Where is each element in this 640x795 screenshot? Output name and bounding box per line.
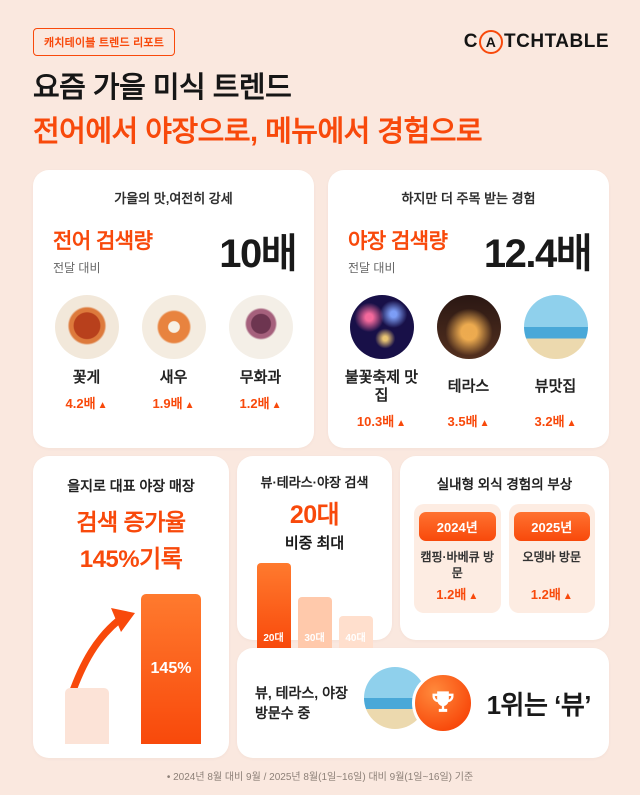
metric-row: 전어 검색량 전달 대비 10배 <box>33 207 314 279</box>
up-arrow-icon: ▲ <box>271 400 282 411</box>
growth-bar-chart: 145% <box>51 582 211 758</box>
rank-label: 뷰, 테라스, 야장 방문수 중 <box>255 684 348 721</box>
euljiro-value: 145%기록 <box>79 546 183 573</box>
experience-item-value: 3.2배 ▲ <box>534 414 577 429</box>
card-age-share: 뷰·테라스·야장 검색 20대 비중 최대 20대 30대 40대 <box>237 456 392 649</box>
metric-value: 12.4배 <box>483 232 593 276</box>
card-rank-result: 뷰, 테라스, 야장 방문수 중 1위는 ‘뷰’ <box>237 648 609 758</box>
indoor-title: 실내형 외식 경험의 부상 <box>436 477 573 492</box>
card-header: 하지만 더 주목 받는 경험 <box>401 191 536 206</box>
crab-photo <box>54 295 119 359</box>
indoor-column-2024: 2024년 캠핑·바베큐 방문 1.2배 ▲ <box>414 504 501 614</box>
experience-item: 뷰맛집 3.2배 ▲ <box>515 295 597 430</box>
indoor-label: 오뎅바 방문 <box>522 550 582 564</box>
up-arrow-icon: ▲ <box>468 591 479 603</box>
terrace-photo <box>436 295 501 359</box>
experience-item-value: 10.3배 ▲ <box>356 414 407 429</box>
up-arrow-icon: ▲ <box>566 418 577 429</box>
card-header: 가을의 맛,여전히 강세 <box>114 191 233 206</box>
beach-view-photo <box>523 295 588 359</box>
metric-label: 야장 검색량 <box>348 229 448 253</box>
food-item-name: 무화과 <box>239 369 282 386</box>
age-bar-label: 20대 <box>263 633 284 644</box>
food-items: 꽃게 4.2배 ▲ 새우 1.9배 ▲ 무화과 1.2배 ▲ <box>33 279 314 412</box>
page-title: 요즘 가을 미식 트렌드 <box>33 72 292 104</box>
experience-items: 불꽃축제 맛집 10.3배 ▲ 테라스 3.5배 ▲ 뷰맛집 3.2배 ▲ <box>328 279 609 430</box>
experience-item-value: 3.5배 ▲ <box>447 414 490 429</box>
euljiro-title: 을지로 대표 야장 매장 <box>67 478 195 494</box>
food-item-value: 1.9배 ▲ <box>152 396 195 411</box>
metric-left: 야장 검색량 전달 대비 <box>348 225 448 276</box>
year-pill: 2025년 <box>513 512 590 541</box>
up-arrow-icon: ▲ <box>396 418 407 429</box>
indoor-column-2025: 2025년 오뎅바 방문 1.2배 ▲ <box>508 504 595 614</box>
card-fall-taste: 가을의 맛,여전히 강세 전어 검색량 전달 대비 10배 꽃게 4.2배 ▲ 새… <box>33 170 314 448</box>
food-item-name: 꽃게 <box>72 369 101 386</box>
shrimp-photo <box>141 295 206 359</box>
food-item-value: 4.2배 ▲ <box>65 396 108 411</box>
fireworks-photo <box>349 295 414 359</box>
metric-sub: 전달 대비 <box>53 260 101 275</box>
bar-value-label: 145% <box>150 660 192 677</box>
indoor-label: 캠핑·바베큐 방문 <box>420 550 495 580</box>
metric-label: 전어 검색량 <box>53 229 153 253</box>
food-item-name: 새우 <box>159 369 188 386</box>
age-subtitle: 비중 최대 <box>284 535 345 552</box>
metric-value: 10배 <box>219 232 297 276</box>
food-item-value: 1.2배 ▲ <box>239 396 282 411</box>
year-pill: 2024년 <box>419 512 496 541</box>
age-bar-40s: 40대 <box>338 616 373 649</box>
report-badge: 캐치테이블 트렌드 리포트 <box>33 28 176 56</box>
growth-arrow-icon <box>67 608 135 700</box>
metric-sub: 전달 대비 <box>348 260 396 275</box>
age-bar-label: 30대 <box>304 633 325 644</box>
up-arrow-icon: ▲ <box>479 418 490 429</box>
indoor-value: 1.2배 ▲ <box>530 587 573 602</box>
age-title: 뷰·테라스·야장 검색 <box>260 475 369 490</box>
age-bar-20s: 20대 <box>256 563 291 649</box>
bar-after: 145% <box>141 594 201 744</box>
indoor-value: 1.2배 ▲ <box>436 587 479 603</box>
trophy-icon <box>432 691 454 712</box>
card-indoor-dining: 실내형 외식 경험의 부상 2024년 캠핑·바베큐 방문 1.2배 ▲ 2025… <box>400 456 609 640</box>
age-bar-chart: 20대 30대 40대 <box>237 561 392 649</box>
experience-item-name: 뷰맛집 <box>534 378 577 395</box>
logo-circle-a-icon: A <box>479 30 504 54</box>
food-item: 새우 1.9배 ▲ <box>133 295 215 412</box>
euljiro-subtitle: 검색 증가율 <box>76 509 186 535</box>
catchtable-logo: C A TCHTABLE <box>464 30 609 54</box>
card-experience: 하지만 더 주목 받는 경험 야장 검색량 전달 대비 12.4배 불꽃축제 맛… <box>328 170 609 448</box>
metric-row: 야장 검색량 전달 대비 12.4배 <box>328 207 609 279</box>
age-bar-30s: 30대 <box>297 597 332 649</box>
indoor-columns: 2024년 캠핑·바베큐 방문 1.2배 ▲ 2025년 오뎅바 방문 1.2배 ▲ <box>400 493 609 614</box>
trophy-badge <box>411 672 474 734</box>
logo-text-part2: TCHTABLE <box>504 31 609 52</box>
page-subtitle: 전어에서 야장으로, 메뉴에서 경험으로 <box>33 116 483 148</box>
header: 캐치테이블 트렌드 리포트 C A TCHTABLE <box>33 28 609 56</box>
metric-left: 전어 검색량 전달 대비 <box>53 225 153 276</box>
up-arrow-icon: ▲ <box>97 400 108 411</box>
logo-text-part1: C <box>463 31 479 52</box>
fig-photo <box>228 295 293 359</box>
food-item: 꽃게 4.2배 ▲ <box>46 295 128 412</box>
up-arrow-icon: ▲ <box>562 591 573 602</box>
rank-result: 1위는 ‘뷰’ <box>486 689 592 720</box>
bar-before <box>65 688 109 744</box>
up-arrow-icon: ▲ <box>184 400 195 411</box>
footnote: • 2024년 8월 대비 9월 / 2025년 8월(1일~16일) 대비 9… <box>166 772 474 783</box>
age-bar-label: 40대 <box>345 633 366 644</box>
card-euljiro-growth: 을지로 대표 야장 매장 검색 증가율 145%기록 145% <box>33 456 229 758</box>
experience-item: 테라스 3.5배 ▲ <box>428 295 510 430</box>
experience-item-name: 테라스 <box>447 378 490 395</box>
food-item: 무화과 1.2배 ▲ <box>220 295 302 412</box>
age-highlight: 20대 <box>289 501 340 529</box>
experience-item: 불꽃축제 맛집 10.3배 ▲ <box>341 295 423 430</box>
experience-item-name: 불꽃축제 맛집 <box>344 369 419 404</box>
